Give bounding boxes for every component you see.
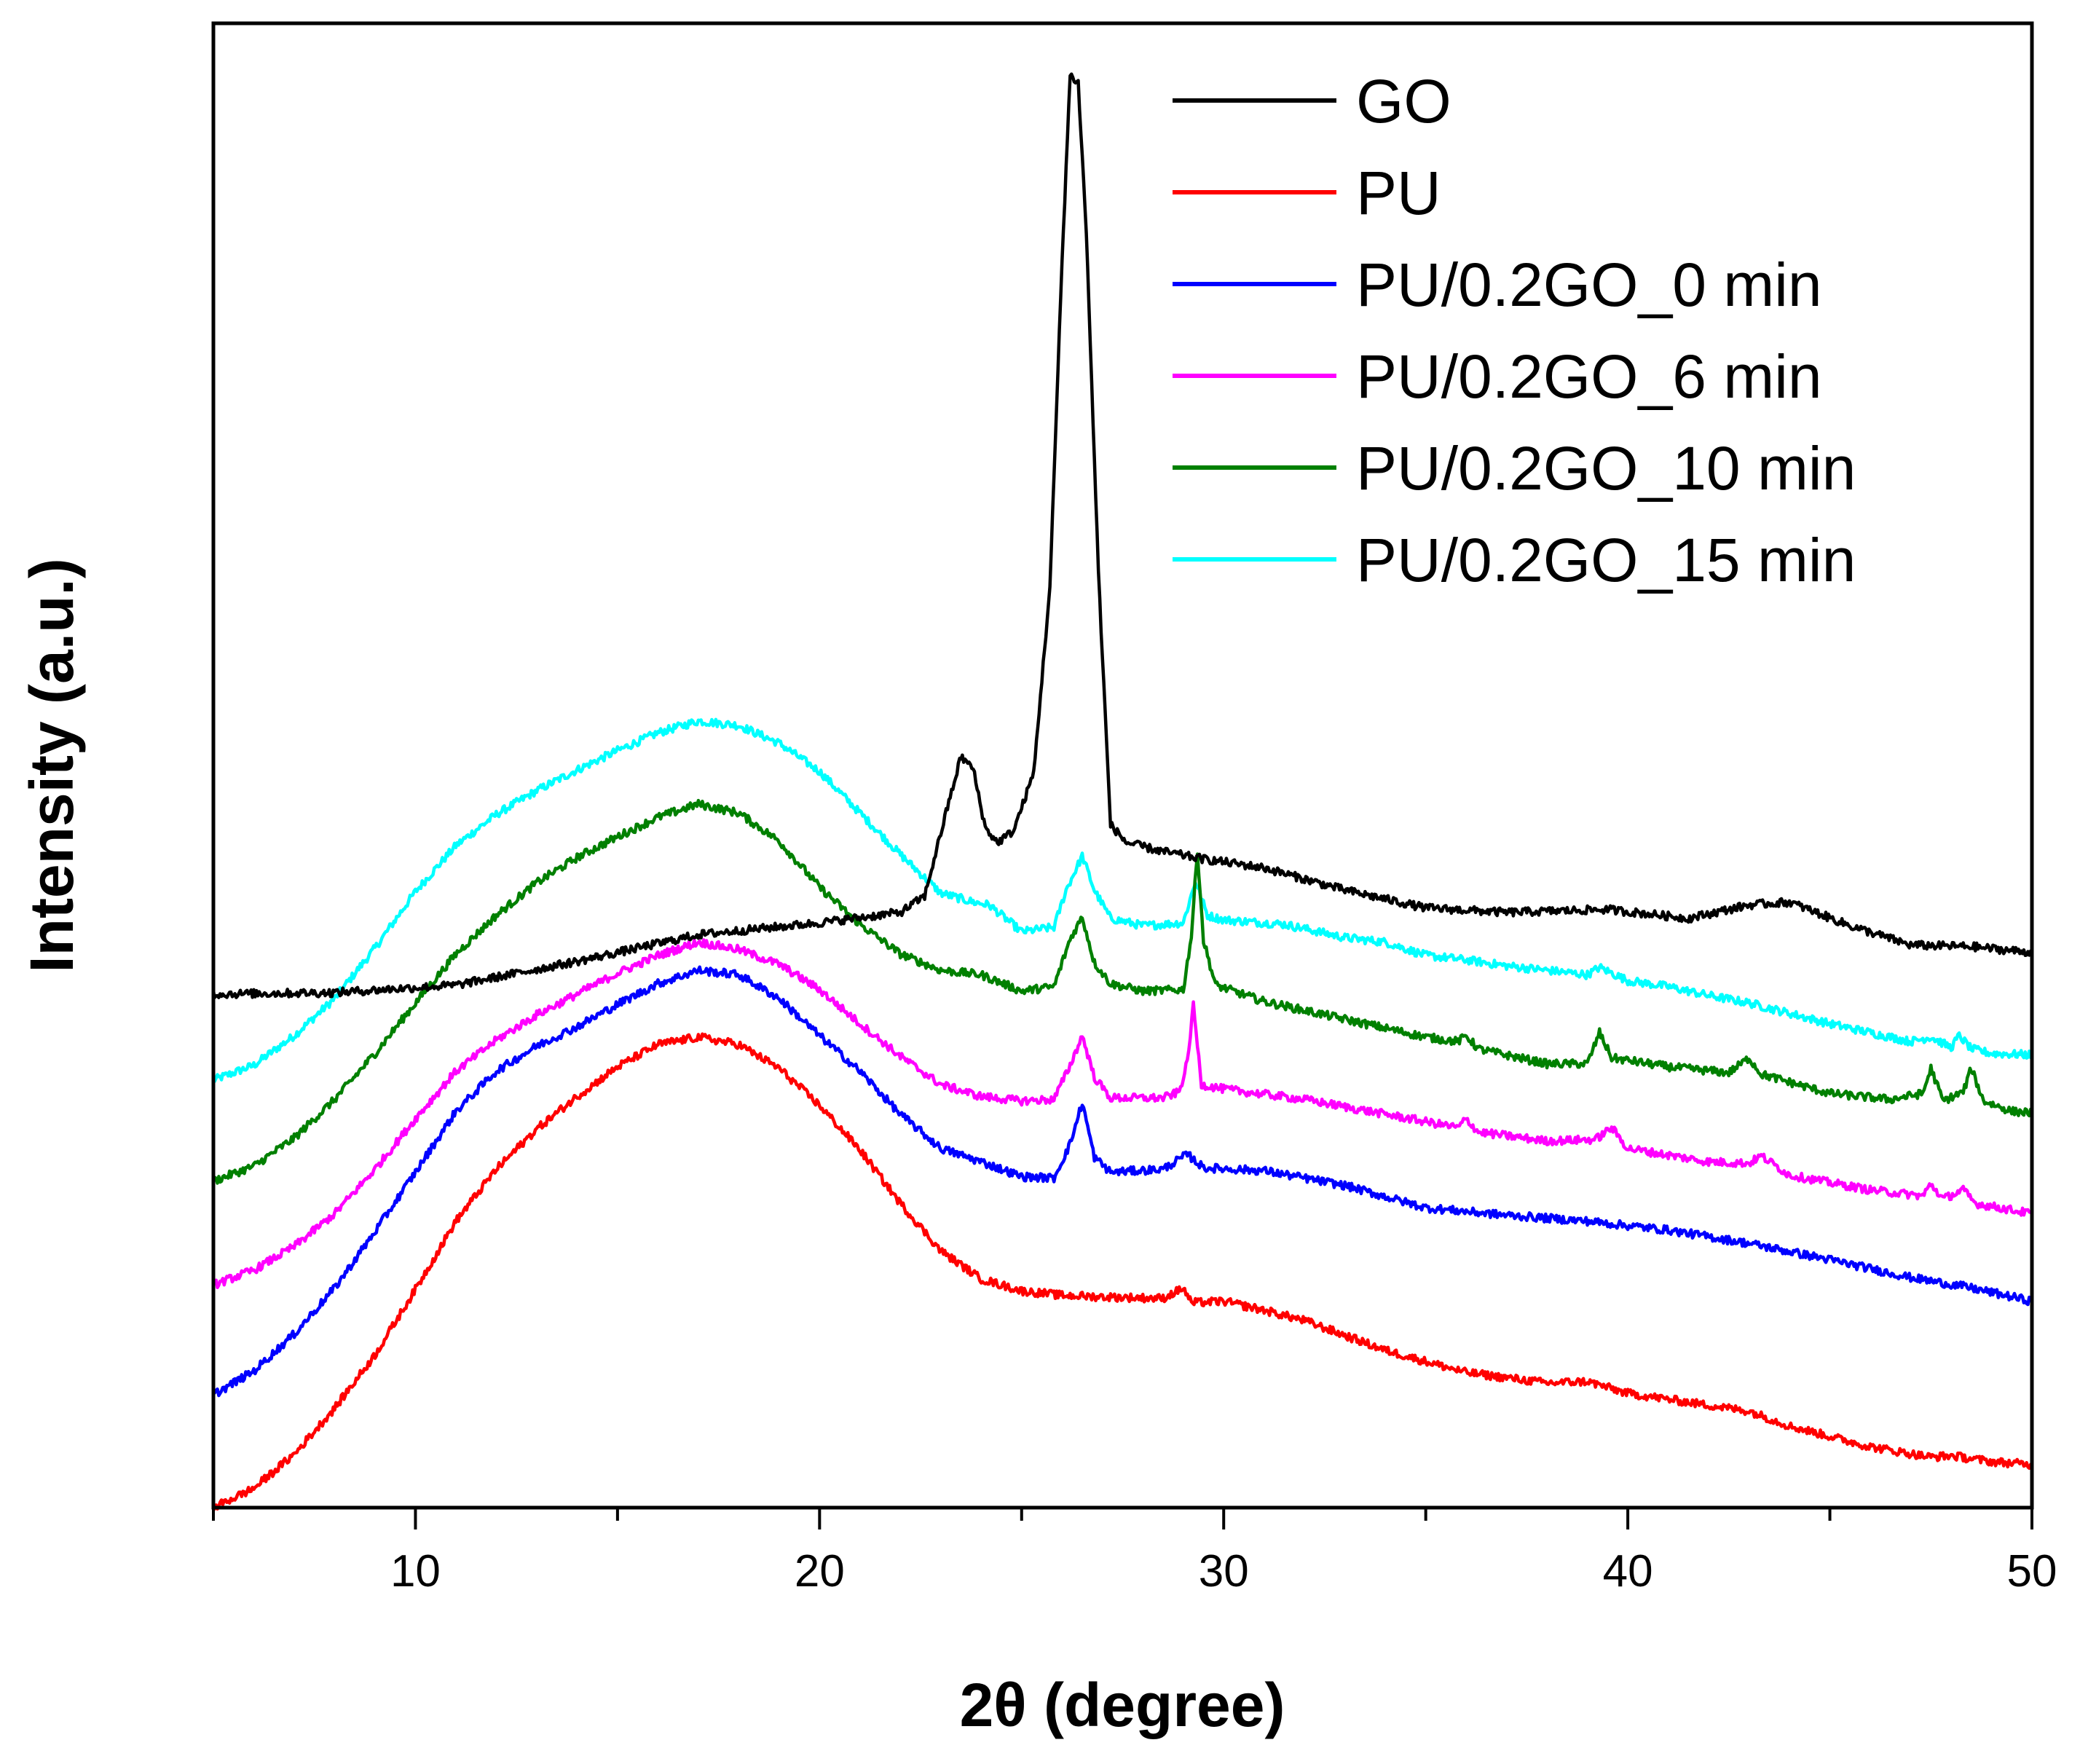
x-tick-label: 20 bbox=[795, 1546, 845, 1596]
legend-label-pu-0-2go-10-min: PU/0.2GO_10 min bbox=[1356, 434, 1856, 503]
series-line-pu-0-2go-0-min bbox=[211, 965, 2034, 1398]
x-tick-label: 10 bbox=[390, 1546, 441, 1596]
legend-label-go: GO bbox=[1356, 67, 1451, 135]
series-line-pu bbox=[211, 1032, 2034, 1511]
series-line-pu-0-2go-10-min bbox=[211, 798, 2034, 1185]
ticks-layer: 10 20 30 40 50 bbox=[212, 1508, 2057, 1596]
x-tick-label: 40 bbox=[1603, 1546, 1653, 1596]
plot-frame bbox=[211, 21, 2034, 1510]
y-axis-title: Intensity (a.u.) bbox=[17, 558, 86, 972]
series-line-pu-0-2go-15-min bbox=[211, 717, 2034, 1083]
legend-label-pu-0-2go-0-min: PU/0.2GO_0 min bbox=[1356, 251, 1822, 319]
legend-label-pu: PU bbox=[1356, 159, 1441, 227]
series-line-go bbox=[211, 72, 2034, 999]
legend-label-pu-0-2go-6-min: PU/0.2GO_6 min bbox=[1356, 342, 1822, 411]
legend: GO PU PU/0.2GO_0 min PU/0.2GO_6 min PU/0.2GO… bbox=[1173, 67, 1856, 594]
x-axis-title: 2θ (degree) bbox=[960, 1671, 1285, 1739]
x-tick-label: 30 bbox=[1199, 1546, 1249, 1596]
legend-label-pu-0-2go-15-min: PU/0.2GO_15 min bbox=[1356, 526, 1856, 594]
x-tick-label: 50 bbox=[2007, 1546, 2057, 1596]
series-layer bbox=[211, 72, 2034, 1511]
series-line-pu-0-2go-6-min bbox=[211, 938, 2034, 1290]
